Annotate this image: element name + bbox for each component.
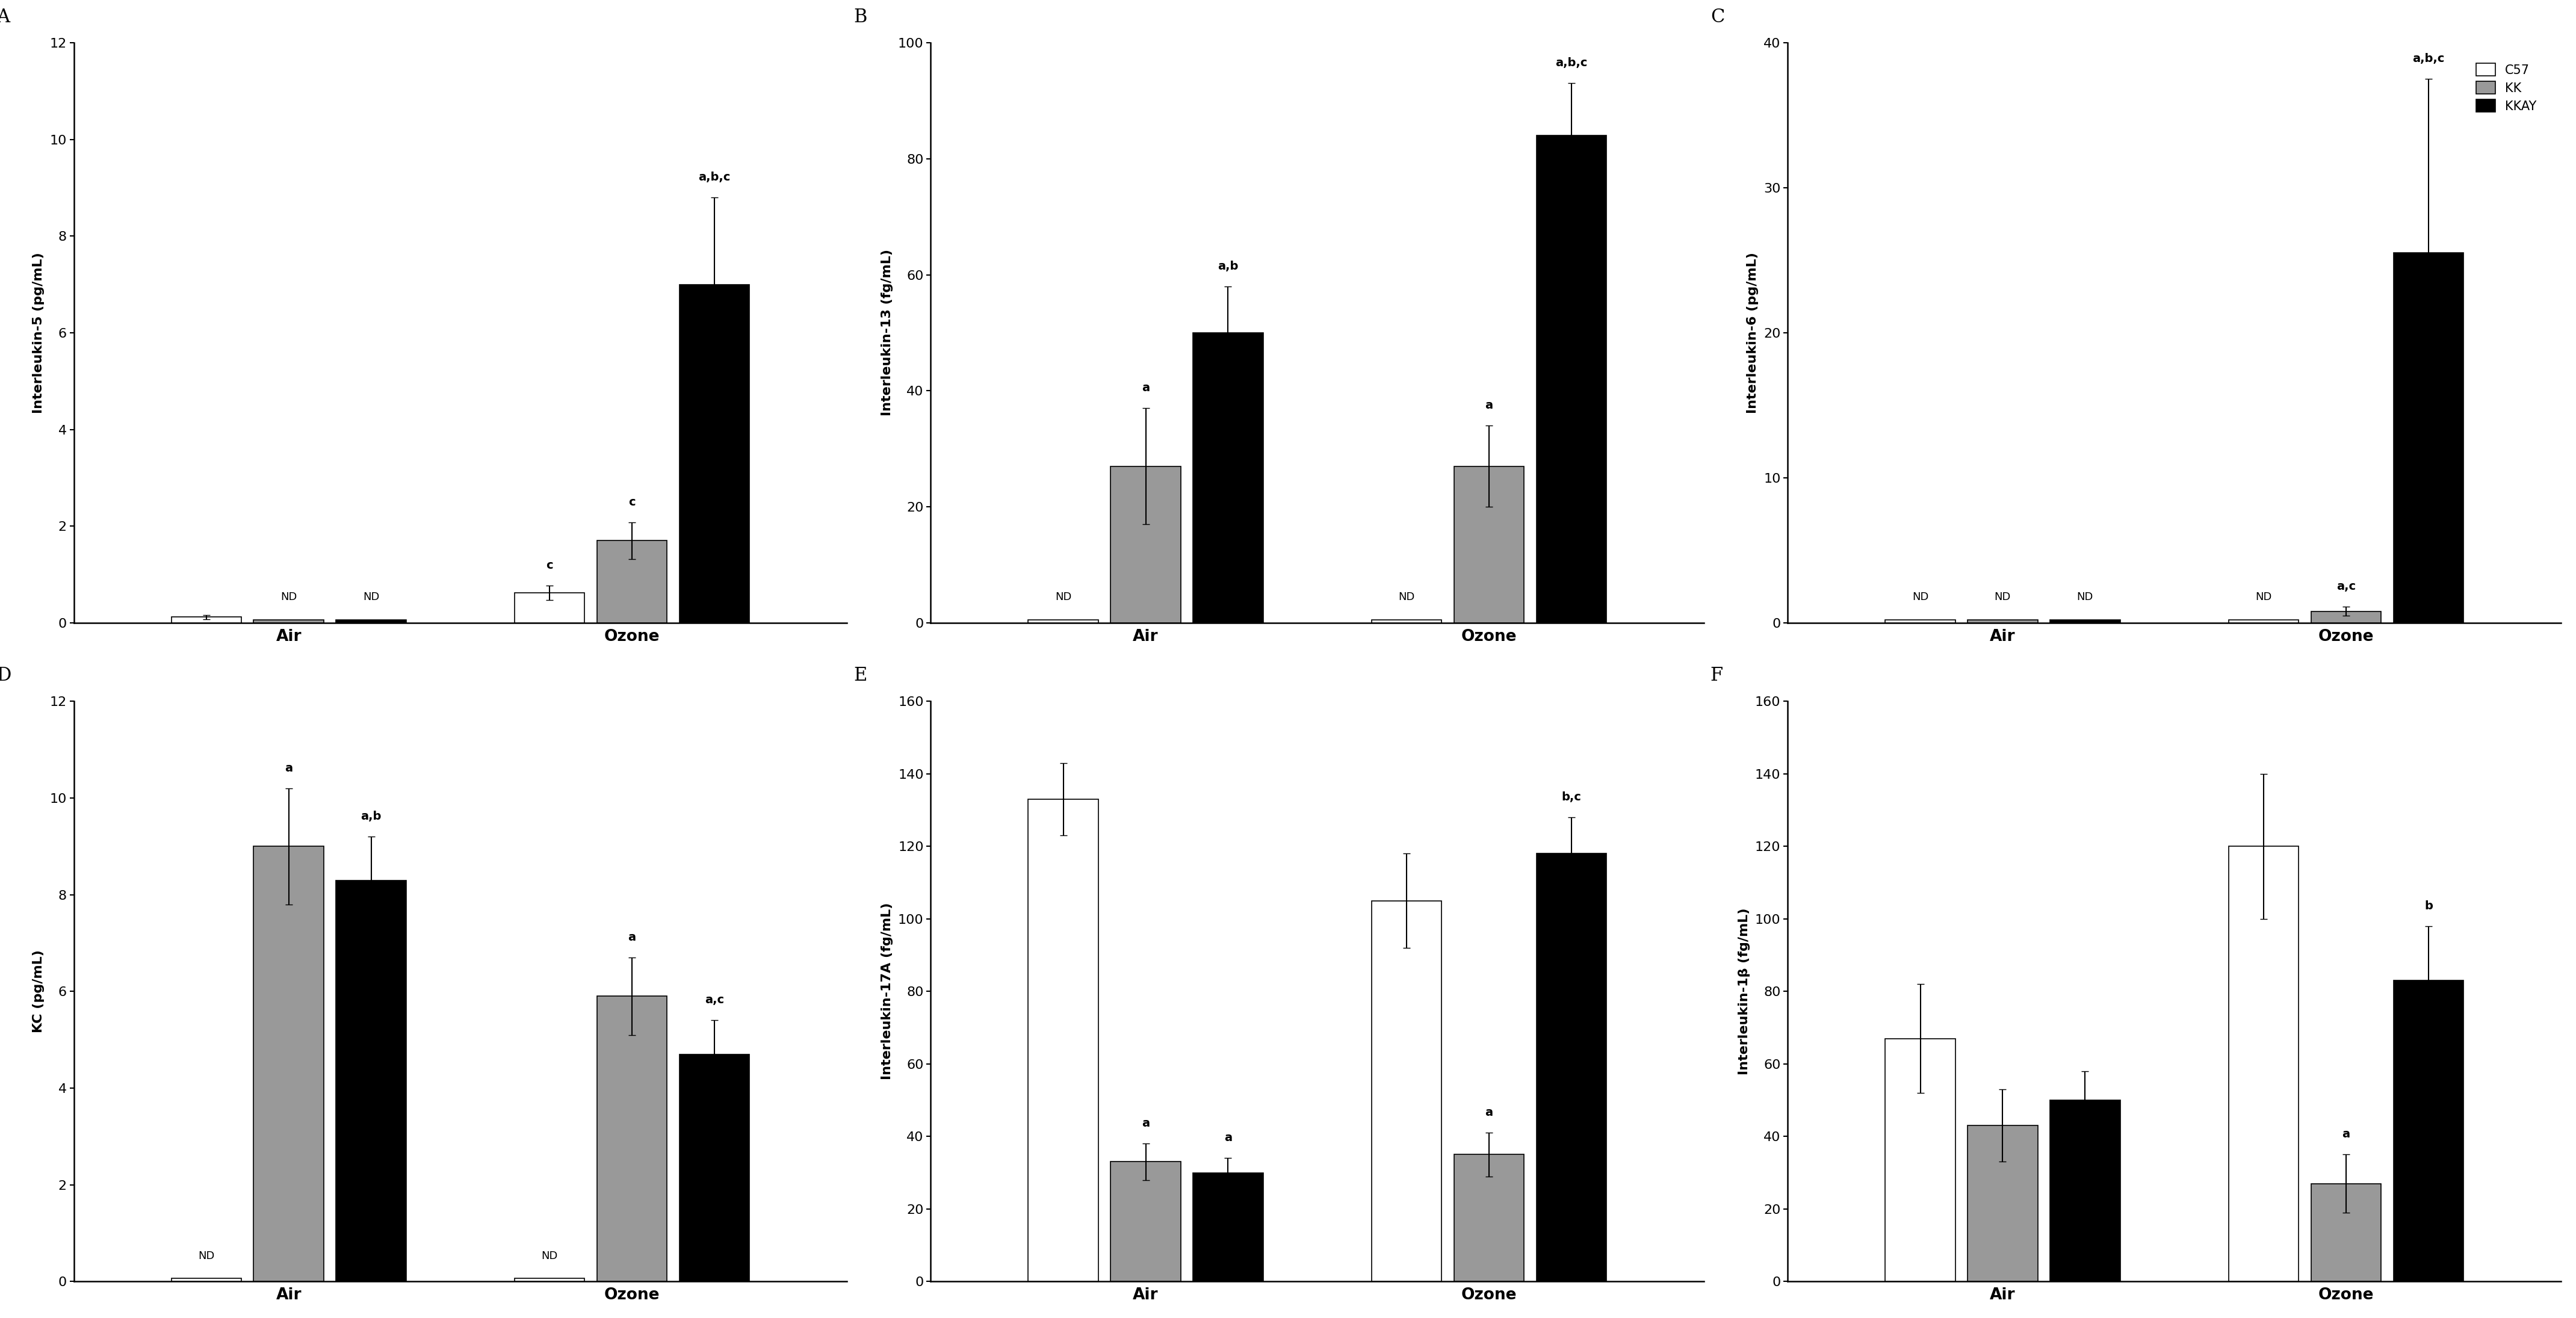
Y-axis label: Interleukin-5 (pg/mL): Interleukin-5 (pg/mL) <box>33 252 44 414</box>
Bar <box>1193 333 1262 623</box>
Text: B: B <box>853 8 868 26</box>
Text: E: E <box>853 667 868 685</box>
Text: ND: ND <box>281 592 296 602</box>
Bar <box>515 1278 585 1281</box>
Bar <box>1453 1155 1525 1281</box>
Text: a,b,c: a,b,c <box>1556 58 1587 69</box>
Bar <box>170 1278 242 1281</box>
Text: a: a <box>1141 1118 1149 1130</box>
Text: ND: ND <box>1056 592 1072 602</box>
Bar <box>1193 1173 1262 1281</box>
Bar <box>1370 900 1443 1281</box>
Bar <box>1886 619 1955 623</box>
Bar <box>1453 467 1525 623</box>
Text: ND: ND <box>1911 592 1929 602</box>
Bar <box>1535 854 1607 1281</box>
Bar <box>170 617 242 623</box>
Bar <box>2228 619 2298 623</box>
Text: ND: ND <box>363 592 379 602</box>
Text: a,b: a,b <box>361 811 381 822</box>
Bar <box>515 593 585 623</box>
Y-axis label: Interleukin-6 (pg/mL): Interleukin-6 (pg/mL) <box>1747 252 1759 414</box>
Text: ND: ND <box>198 1251 214 1261</box>
Y-axis label: Interleukin-17A (fg/mL): Interleukin-17A (fg/mL) <box>881 903 894 1079</box>
Text: a,c: a,c <box>2336 581 2354 592</box>
Text: a: a <box>286 762 294 774</box>
Bar <box>1968 1126 2038 1281</box>
Text: ND: ND <box>1994 592 2012 602</box>
Bar <box>1535 136 1607 623</box>
Bar <box>2393 253 2463 623</box>
Text: C: C <box>1710 8 1723 26</box>
Bar <box>680 1054 750 1281</box>
Text: a: a <box>1224 1132 1231 1144</box>
Bar <box>1028 799 1097 1281</box>
Text: a,b: a,b <box>1218 261 1239 272</box>
Bar <box>598 540 667 623</box>
Bar <box>2311 612 2380 623</box>
Bar <box>680 285 750 623</box>
Text: ND: ND <box>1399 592 1414 602</box>
Bar <box>335 880 407 1281</box>
Text: b: b <box>2424 900 2432 912</box>
Text: ND: ND <box>2076 592 2094 602</box>
Text: F: F <box>1710 667 1723 685</box>
Bar <box>598 996 667 1281</box>
Text: a: a <box>2342 1128 2349 1140</box>
Bar <box>2050 1101 2120 1281</box>
Bar <box>252 846 325 1281</box>
Bar <box>2393 981 2463 1281</box>
Bar <box>252 619 325 623</box>
Text: ND: ND <box>541 1251 559 1261</box>
Text: ND: ND <box>2257 592 2272 602</box>
Text: a: a <box>1141 382 1149 394</box>
Bar <box>335 619 407 623</box>
Text: a,c: a,c <box>706 995 724 1006</box>
Bar <box>1968 619 2038 623</box>
Text: D: D <box>0 667 10 685</box>
Text: a: a <box>629 932 636 944</box>
Legend: C57, KK, KKAY: C57, KK, KKAY <box>2473 61 2540 115</box>
Text: c: c <box>546 560 554 571</box>
Text: b,c: b,c <box>1561 791 1582 803</box>
Bar <box>1370 619 1443 623</box>
Y-axis label: Interleukin-1β (fg/mL): Interleukin-1β (fg/mL) <box>1739 908 1749 1075</box>
Text: a: a <box>1486 1107 1494 1118</box>
Bar <box>2311 1184 2380 1281</box>
Text: c: c <box>629 497 636 507</box>
Bar <box>2050 619 2120 623</box>
Bar <box>1028 619 1097 623</box>
Y-axis label: Interleukin-13 (fg/mL): Interleukin-13 (fg/mL) <box>881 249 894 416</box>
Text: a: a <box>1486 399 1494 411</box>
Bar <box>2228 846 2298 1281</box>
Y-axis label: KC (pg/mL): KC (pg/mL) <box>33 950 44 1033</box>
Text: A: A <box>0 8 10 26</box>
Bar <box>1110 1161 1180 1281</box>
Text: a,b,c: a,b,c <box>2411 53 2445 65</box>
Text: a,b,c: a,b,c <box>698 171 732 183</box>
Bar <box>1886 1039 1955 1281</box>
Bar <box>1110 467 1180 623</box>
